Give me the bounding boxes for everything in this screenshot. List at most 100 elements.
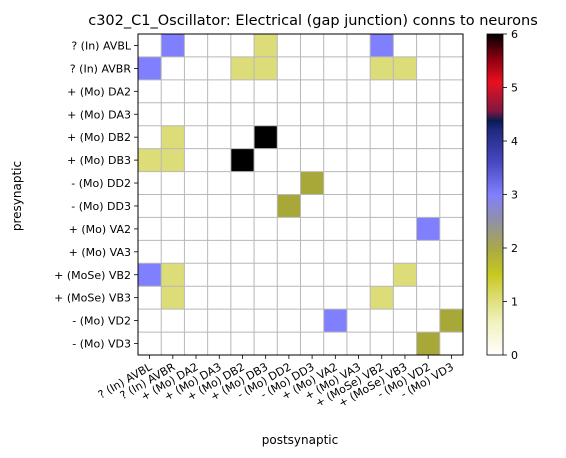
heatmap-cell	[393, 286, 417, 310]
heatmap-cell	[207, 309, 231, 333]
heatmap-cell	[277, 125, 301, 149]
heatmap-cell	[346, 309, 371, 333]
heatmap-cell	[254, 34, 278, 57]
heatmap-cell	[346, 263, 371, 287]
heatmap-cell	[277, 332, 301, 355]
heatmap-cell	[184, 332, 208, 355]
y-tick-labels: ? (In) AVBL ? (In) AVBR + (Mo) DA2 + (Mo) D…	[54, 39, 138, 351]
heatmap-cell	[300, 79, 324, 103]
heatmap-cell	[346, 79, 371, 103]
heatmap-cell	[184, 286, 208, 310]
heatmap-cell	[416, 56, 440, 80]
heatmap-cell	[370, 125, 394, 149]
heatmap-cell	[138, 102, 162, 126]
heatmap-cell	[207, 263, 231, 287]
heatmap-cell	[277, 148, 301, 172]
heatmap-cell	[370, 332, 394, 355]
heatmap-cell	[138, 332, 162, 355]
heatmap-cell	[230, 56, 255, 80]
y-tick-label: ? (In) AVBL	[71, 39, 132, 52]
y-tick-label: + (Mo) VA2	[69, 223, 131, 236]
heatmap-cell	[277, 79, 301, 103]
heatmap-cell	[138, 148, 162, 172]
heatmap-cell	[323, 102, 347, 126]
heatmap-cell	[370, 79, 394, 103]
heatmap-cell	[300, 125, 324, 149]
heatmap-cell	[393, 240, 417, 264]
heatmap-cell	[439, 171, 463, 195]
heatmap-cell	[161, 171, 185, 195]
heatmap-cell	[393, 56, 417, 80]
heatmap-cell	[300, 217, 324, 241]
heatmap-cell	[393, 194, 417, 218]
y-tick-label: + (Mo) DB3	[67, 154, 131, 167]
heatmap-cell	[416, 240, 440, 264]
heatmap-cell	[416, 332, 440, 355]
heatmap-cell	[370, 148, 394, 172]
heatmap-cell	[254, 240, 278, 264]
heatmap-cell	[393, 148, 417, 172]
heatmap-cell	[138, 240, 162, 264]
heatmap-cell	[161, 56, 185, 80]
heatmap-cell	[323, 125, 347, 149]
heatmap-cell	[184, 34, 208, 57]
heatmap-cell	[300, 194, 324, 218]
heatmap-cell	[439, 34, 463, 57]
heatmap-cell	[439, 286, 463, 310]
y-tick-label: + (MoSe) VB2	[54, 269, 131, 282]
heatmap-cell	[323, 56, 347, 80]
heatmap-cell	[254, 217, 278, 241]
heatmap-cell	[277, 309, 301, 333]
heatmap-cell	[254, 56, 278, 80]
heatmap-cell	[393, 171, 417, 195]
heatmap-cell	[230, 332, 255, 355]
heatmap-cell	[439, 240, 463, 264]
heatmap-cell	[254, 148, 278, 172]
colorbar-tick-label: 0	[511, 349, 518, 362]
heatmap-cell	[254, 286, 278, 310]
heatmap-cell	[300, 56, 324, 80]
heatmap-cell	[230, 34, 255, 57]
colorbar-tick-label: 5	[511, 82, 518, 95]
heatmap-cell	[254, 332, 278, 355]
y-tick-label: + (Mo) VA3	[69, 246, 131, 259]
heatmap-cell	[161, 240, 185, 264]
heatmap-cell	[439, 148, 463, 172]
heatmap-cell	[207, 56, 231, 80]
heatmap-cell	[323, 194, 347, 218]
heatmap-cell	[138, 263, 162, 287]
heatmap-cell	[300, 148, 324, 172]
heatmap-cell	[439, 56, 463, 80]
heatmap-cell	[370, 286, 394, 310]
heatmap-cell	[161, 286, 185, 310]
heatmap-cell	[300, 286, 324, 310]
heatmap-cell	[138, 309, 162, 333]
heatmap-cell	[416, 125, 440, 149]
y-tick-label: + (Mo) DB2	[67, 131, 131, 144]
heatmap-cell	[300, 171, 324, 195]
plot-frame	[137, 33, 464, 356]
heatmap-cell	[346, 332, 371, 355]
heatmap-cell	[393, 263, 417, 287]
heatmap-cell	[346, 217, 371, 241]
heatmap-cell	[230, 171, 255, 195]
heatmap-cell	[184, 79, 208, 103]
heatmap-cell	[370, 56, 394, 80]
heatmap-cell	[230, 263, 255, 287]
y-tick-label: ? (In) AVBR	[70, 62, 132, 75]
heatmap-cell	[161, 309, 185, 333]
heatmap-cell	[416, 34, 440, 57]
heatmap-cell	[184, 171, 208, 195]
heatmap-cell	[416, 148, 440, 172]
heatmap-cell	[230, 125, 255, 149]
heatmap-cell	[393, 79, 417, 103]
heatmap-cell	[370, 309, 394, 333]
heatmap-cell	[439, 309, 463, 333]
heatmap-cell	[207, 148, 231, 172]
colorbar-tick-label: 6	[511, 28, 518, 41]
heatmap-cell	[416, 309, 440, 333]
heatmap-cell	[393, 102, 417, 126]
heatmap-cell	[230, 194, 255, 218]
y-tick-label: + (Mo) DA3	[67, 108, 131, 121]
